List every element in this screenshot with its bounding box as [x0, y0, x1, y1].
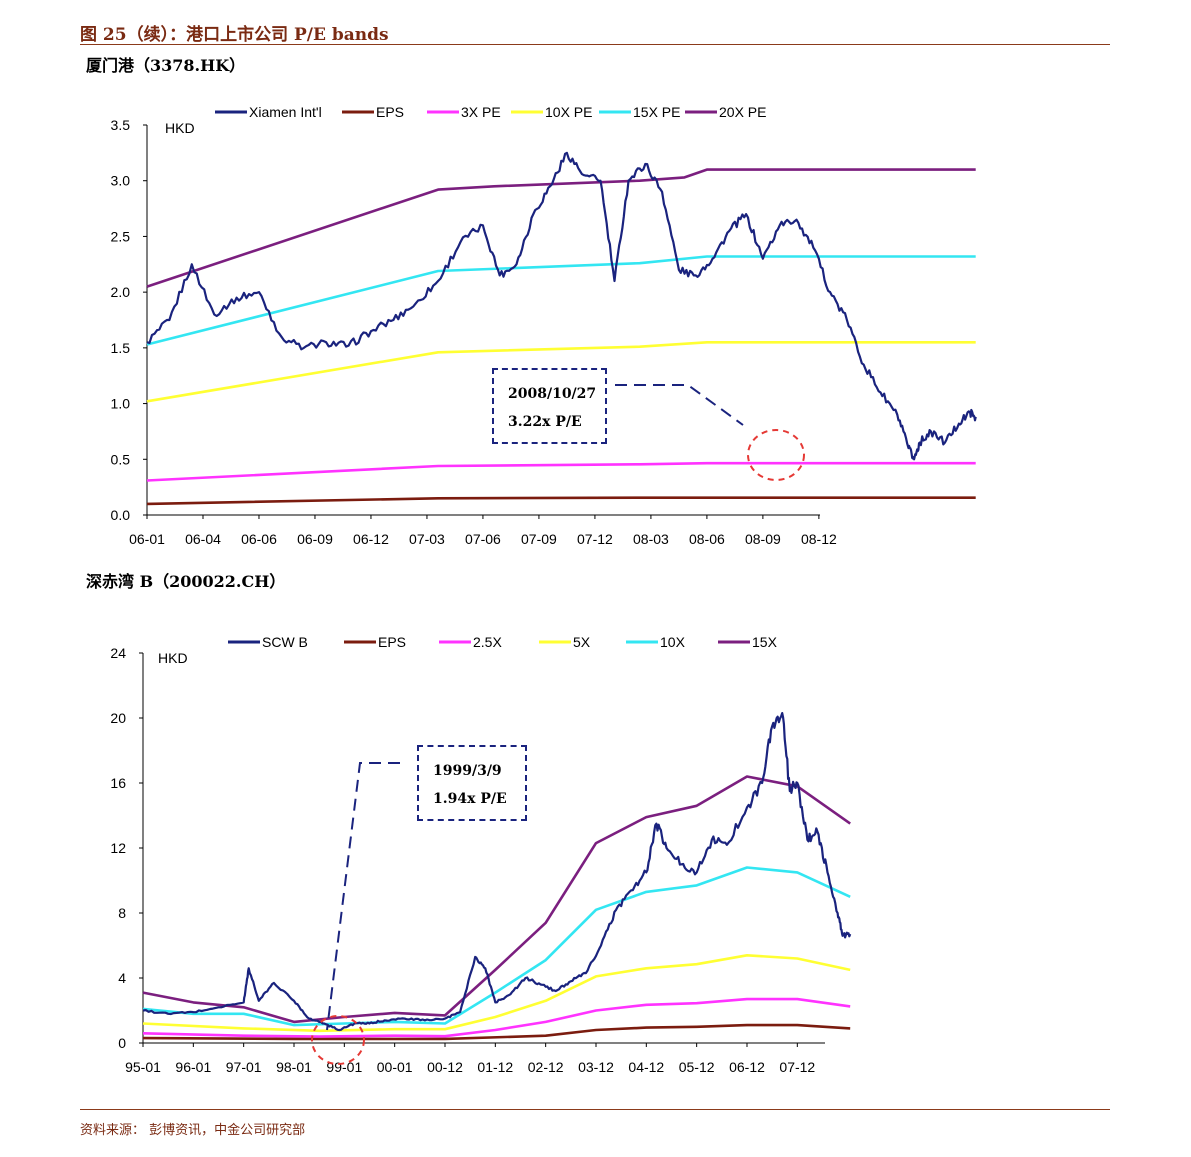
chart1-x-tick-label: 07-03	[409, 531, 445, 547]
chart1-x-tick-label: 06-12	[353, 531, 389, 547]
chart1-x-tick-label: 07-09	[521, 531, 557, 547]
chart2-y-tick-label: 8	[118, 905, 126, 921]
chart2-x-tick-label: 98-01	[276, 1059, 312, 1075]
chart2-legend-label: EPS	[378, 634, 406, 650]
chart2-series-pe_high	[142, 866, 851, 1027]
chart1-y-tick-label: 2.5	[111, 228, 131, 244]
chart1-legend-label: 10X PE	[545, 104, 592, 120]
chart2-x-tick-label: 00-01	[377, 1059, 413, 1075]
chart2-x-tick-label: 96-01	[175, 1059, 211, 1075]
chart1-series-pe_top	[146, 168, 976, 288]
chart1-y-tick-label: 2.0	[111, 284, 131, 300]
chart2-x-tick-label: 97-01	[226, 1059, 262, 1075]
chart2-legend-label: 10X	[660, 634, 686, 650]
chart2-x-tick-label: 02-12	[528, 1059, 564, 1075]
chart2-series-eps	[142, 1023, 851, 1041]
chart2-series-pe_top	[142, 775, 851, 1024]
chart1-legend-label: 20X PE	[719, 104, 766, 120]
chart1-x-tick-label: 06-06	[241, 531, 277, 547]
chart1-series-pe_low	[146, 461, 976, 482]
chart2-series-price	[142, 712, 852, 1032]
chart2-annotation-box: 1999/3/9 1.94x P/E	[417, 745, 527, 821]
chart2-x-tick-label: 95-01	[125, 1059, 161, 1075]
chart1-series-pe_high	[146, 255, 976, 346]
chart2-annotation-circle	[311, 1015, 365, 1065]
chart1-x-tick-label: 06-01	[129, 531, 165, 547]
chart1-x-tick-label: 08-12	[801, 531, 837, 547]
chart1-unit-label: HKD	[165, 120, 195, 136]
chart1-x-tick-label: 08-06	[689, 531, 725, 547]
chart2-x-tick-label: 04-12	[628, 1059, 664, 1075]
chart1-x-tick-label: 06-04	[185, 531, 221, 547]
chart2-y-tick-label: 16	[110, 775, 126, 791]
chart2-legend-label: 2.5X	[473, 634, 502, 650]
chart2-legend-label: 15X	[752, 634, 778, 650]
chart2-plot: 0 4 8 12 16 20 24 95-01 96-01 97-01 98-01 99-01 00-0…	[110, 634, 852, 1075]
chart2-x-tick-label: 00-12	[427, 1059, 463, 1075]
chart1-legend-label: EPS	[376, 104, 404, 120]
chart2-y-tick-label: 24	[110, 645, 126, 661]
chart1-legend-label: Xiamen Int'l	[249, 104, 322, 120]
chart1-y-tick-label: 1.5	[111, 340, 131, 356]
chart2-series-pe_mid	[142, 954, 851, 1033]
chart2-subtitle: 深赤湾 B（200022.CH）	[86, 572, 286, 591]
bottom-rule	[80, 1109, 1110, 1110]
chart1-x-tick-label: 08-03	[633, 531, 669, 547]
chart1-y-tick-label: 1.0	[111, 396, 131, 412]
chart1-y-tick-label: 0.0	[111, 507, 131, 523]
top-rule	[80, 44, 1110, 45]
chart2-x-tick-label: 05-12	[679, 1059, 715, 1075]
chart2-x-tick-label: 01-12	[477, 1059, 513, 1075]
chart1-plot: 0.0 0.5 1.0 1.5 2.0 2.5 3.0 3.5 06-01 06-04 06-06 0…	[111, 104, 977, 547]
chart2-annotation-leader	[326, 762, 400, 1031]
chart1-legend-label: 15X PE	[633, 104, 680, 120]
chart1-annotation-box: 2008/10/27 3.22x P/E	[492, 368, 607, 444]
chart2-y-tick-label: 0	[118, 1035, 126, 1051]
chart2-x-tick-label: 07-12	[779, 1059, 815, 1075]
chart1-x-tick-label: 07-06	[465, 531, 501, 547]
chart2-x-tick-label: 06-12	[729, 1059, 765, 1075]
chart1-annotation-leader	[615, 384, 744, 426]
chart2-series-pe_low	[142, 997, 851, 1038]
chart1-subtitle: 厦门港（3378.HK）	[86, 56, 246, 75]
chart2-annotation-date: 1999/3/9	[433, 763, 502, 779]
figure-title: 图 25（续）：港口上市公司 P/E bands	[80, 25, 389, 45]
chart2-x-tick-label: 99-01	[326, 1059, 362, 1075]
chart1-x-tick-label: 08-09	[745, 531, 781, 547]
chart1-y-tick-label: 3.0	[111, 173, 131, 189]
source-note: 资料来源： 彭博资讯，中金公司研究部	[80, 1123, 306, 1138]
chart2-y-tick-label: 20	[110, 710, 126, 726]
chart2-y-tick-label: 4	[118, 970, 126, 986]
chart1-series-eps	[146, 496, 976, 506]
chart1-x-tick-label: 06-09	[297, 531, 333, 547]
chart1-y-tick-label: 3.5	[111, 117, 131, 133]
chart1-series-price	[146, 151, 977, 461]
chart1-y-tick-label: 0.5	[111, 451, 131, 467]
chart2-legend-label: 5X	[573, 634, 591, 650]
chart1-x-tick-label: 07-12	[577, 531, 613, 547]
chart1-annotation-pe: 3.22x P/E	[508, 414, 582, 430]
chart1-annotation-circle	[747, 429, 805, 481]
chart2-y-tick-label: 12	[110, 840, 126, 856]
chart2-legend-label: SCW B	[262, 634, 308, 650]
chart2-annotation-pe: 1.94x P/E	[433, 791, 507, 807]
chart1-series-pe_mid	[146, 341, 976, 403]
chart1-annotation-date: 2008/10/27	[508, 386, 597, 402]
chart2-x-tick-label: 03-12	[578, 1059, 614, 1075]
chart2-unit-label: HKD	[158, 650, 188, 666]
chart1-legend-label: 3X PE	[461, 104, 501, 120]
